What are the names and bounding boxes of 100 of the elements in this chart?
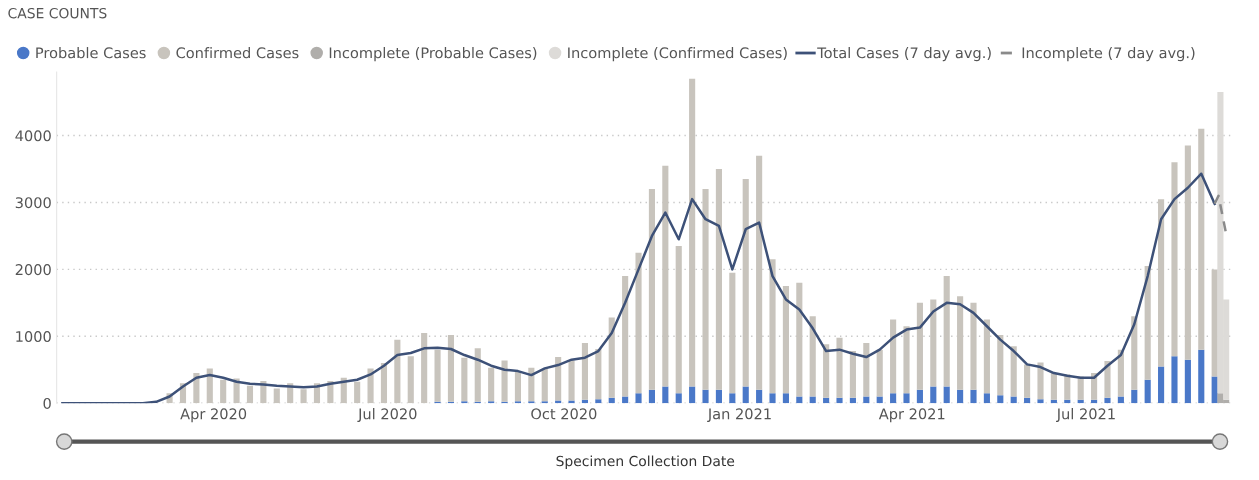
bar bbox=[756, 389, 763, 404]
bar bbox=[970, 389, 977, 404]
bar bbox=[595, 349, 602, 400]
x-tick-label: Oct 2020 bbox=[531, 408, 597, 420]
bar bbox=[541, 369, 548, 402]
bar bbox=[675, 393, 682, 404]
bar bbox=[903, 393, 910, 404]
x-tick-label: Jan 2021 bbox=[707, 408, 771, 423]
bar bbox=[916, 389, 923, 404]
bar bbox=[1144, 379, 1151, 404]
bar bbox=[849, 397, 856, 404]
bar bbox=[1171, 356, 1178, 404]
line-series bbox=[61, 172, 1216, 404]
bar bbox=[1117, 349, 1124, 397]
bar bbox=[836, 397, 843, 404]
bar bbox=[541, 401, 548, 404]
bar bbox=[488, 367, 495, 402]
bar bbox=[809, 316, 816, 397]
bar bbox=[1184, 359, 1191, 404]
bar bbox=[890, 393, 897, 404]
x-axis-title: Specimen Collection Date bbox=[556, 455, 735, 469]
bar bbox=[380, 363, 388, 404]
bar bbox=[1131, 389, 1138, 404]
bar bbox=[608, 317, 615, 398]
bar bbox=[608, 397, 615, 404]
bar bbox=[461, 357, 468, 402]
bar bbox=[729, 393, 736, 404]
y-tick-label: 1000 bbox=[16, 331, 51, 343]
bar bbox=[1037, 399, 1044, 404]
legend-label: Probable Cases bbox=[36, 47, 146, 59]
bar bbox=[1077, 399, 1084, 404]
bar bbox=[662, 386, 669, 404]
y-tick-label: 0 bbox=[43, 397, 51, 409]
bar bbox=[514, 371, 522, 402]
bar bbox=[514, 401, 522, 404]
bar bbox=[997, 395, 1004, 404]
bar bbox=[823, 397, 830, 404]
bar bbox=[1064, 399, 1071, 404]
bar bbox=[474, 348, 481, 402]
bar bbox=[715, 389, 722, 404]
bar bbox=[796, 282, 803, 397]
bar bbox=[300, 389, 307, 404]
bar bbox=[367, 368, 374, 404]
bar bbox=[648, 189, 655, 390]
y-tick-label: 4000 bbox=[15, 130, 51, 142]
bar bbox=[702, 389, 709, 404]
legend-label: Incomplete (Confirmed Cases) bbox=[568, 47, 787, 62]
bar bbox=[568, 360, 575, 401]
bar bbox=[581, 342, 589, 400]
y-tick-label: 2000 bbox=[15, 264, 51, 276]
bar bbox=[273, 388, 280, 404]
bar bbox=[488, 401, 495, 404]
legend-label: Incomplete (7 day avg.) bbox=[1022, 47, 1195, 62]
y-tick-label: 3000 bbox=[15, 197, 51, 209]
bar bbox=[1158, 366, 1165, 404]
bar bbox=[555, 357, 562, 401]
bar bbox=[648, 389, 655, 404]
legend-label: Incomplete (Probable Cases) bbox=[329, 47, 537, 62]
bar bbox=[528, 401, 535, 404]
x-tick-label: Jul 2021 bbox=[1056, 408, 1115, 423]
x-tick-label: Apr 2020 bbox=[180, 408, 247, 423]
bar bbox=[689, 386, 696, 404]
bar bbox=[434, 349, 441, 402]
legend-label: Confirmed Cases bbox=[176, 47, 299, 59]
bar bbox=[1050, 373, 1057, 400]
bar bbox=[595, 399, 602, 404]
bar bbox=[742, 179, 749, 387]
bar bbox=[206, 368, 213, 404]
bar bbox=[957, 389, 964, 404]
bar bbox=[1064, 374, 1071, 400]
bar bbox=[930, 386, 937, 404]
bar bbox=[782, 393, 789, 404]
bar bbox=[1024, 397, 1031, 404]
bar bbox=[1104, 397, 1111, 404]
bar bbox=[1104, 361, 1111, 398]
bar bbox=[1024, 364, 1031, 398]
bar bbox=[354, 381, 361, 404]
bar bbox=[581, 399, 589, 404]
bar bbox=[876, 349, 883, 397]
x-tick-label: Apr 2021 bbox=[878, 408, 945, 423]
chart-title: CASE COUNTS bbox=[8, 7, 107, 19]
bar bbox=[220, 379, 227, 404]
bar bbox=[1037, 362, 1044, 400]
bar bbox=[742, 386, 749, 404]
bar bbox=[997, 334, 1004, 396]
bar bbox=[1091, 399, 1098, 404]
bar bbox=[943, 386, 950, 404]
bar bbox=[1050, 399, 1057, 404]
bar bbox=[983, 393, 990, 404]
bar bbox=[635, 393, 642, 404]
bar bbox=[461, 401, 468, 404]
bar bbox=[1091, 373, 1098, 400]
bar bbox=[823, 344, 830, 398]
x-tick-label: Jul 2020 bbox=[357, 408, 417, 423]
bar bbox=[1198, 349, 1205, 404]
bar bbox=[394, 339, 401, 404]
bar bbox=[421, 332, 428, 404]
bar bbox=[863, 342, 870, 397]
bar bbox=[890, 319, 897, 394]
bar bbox=[769, 393, 776, 404]
